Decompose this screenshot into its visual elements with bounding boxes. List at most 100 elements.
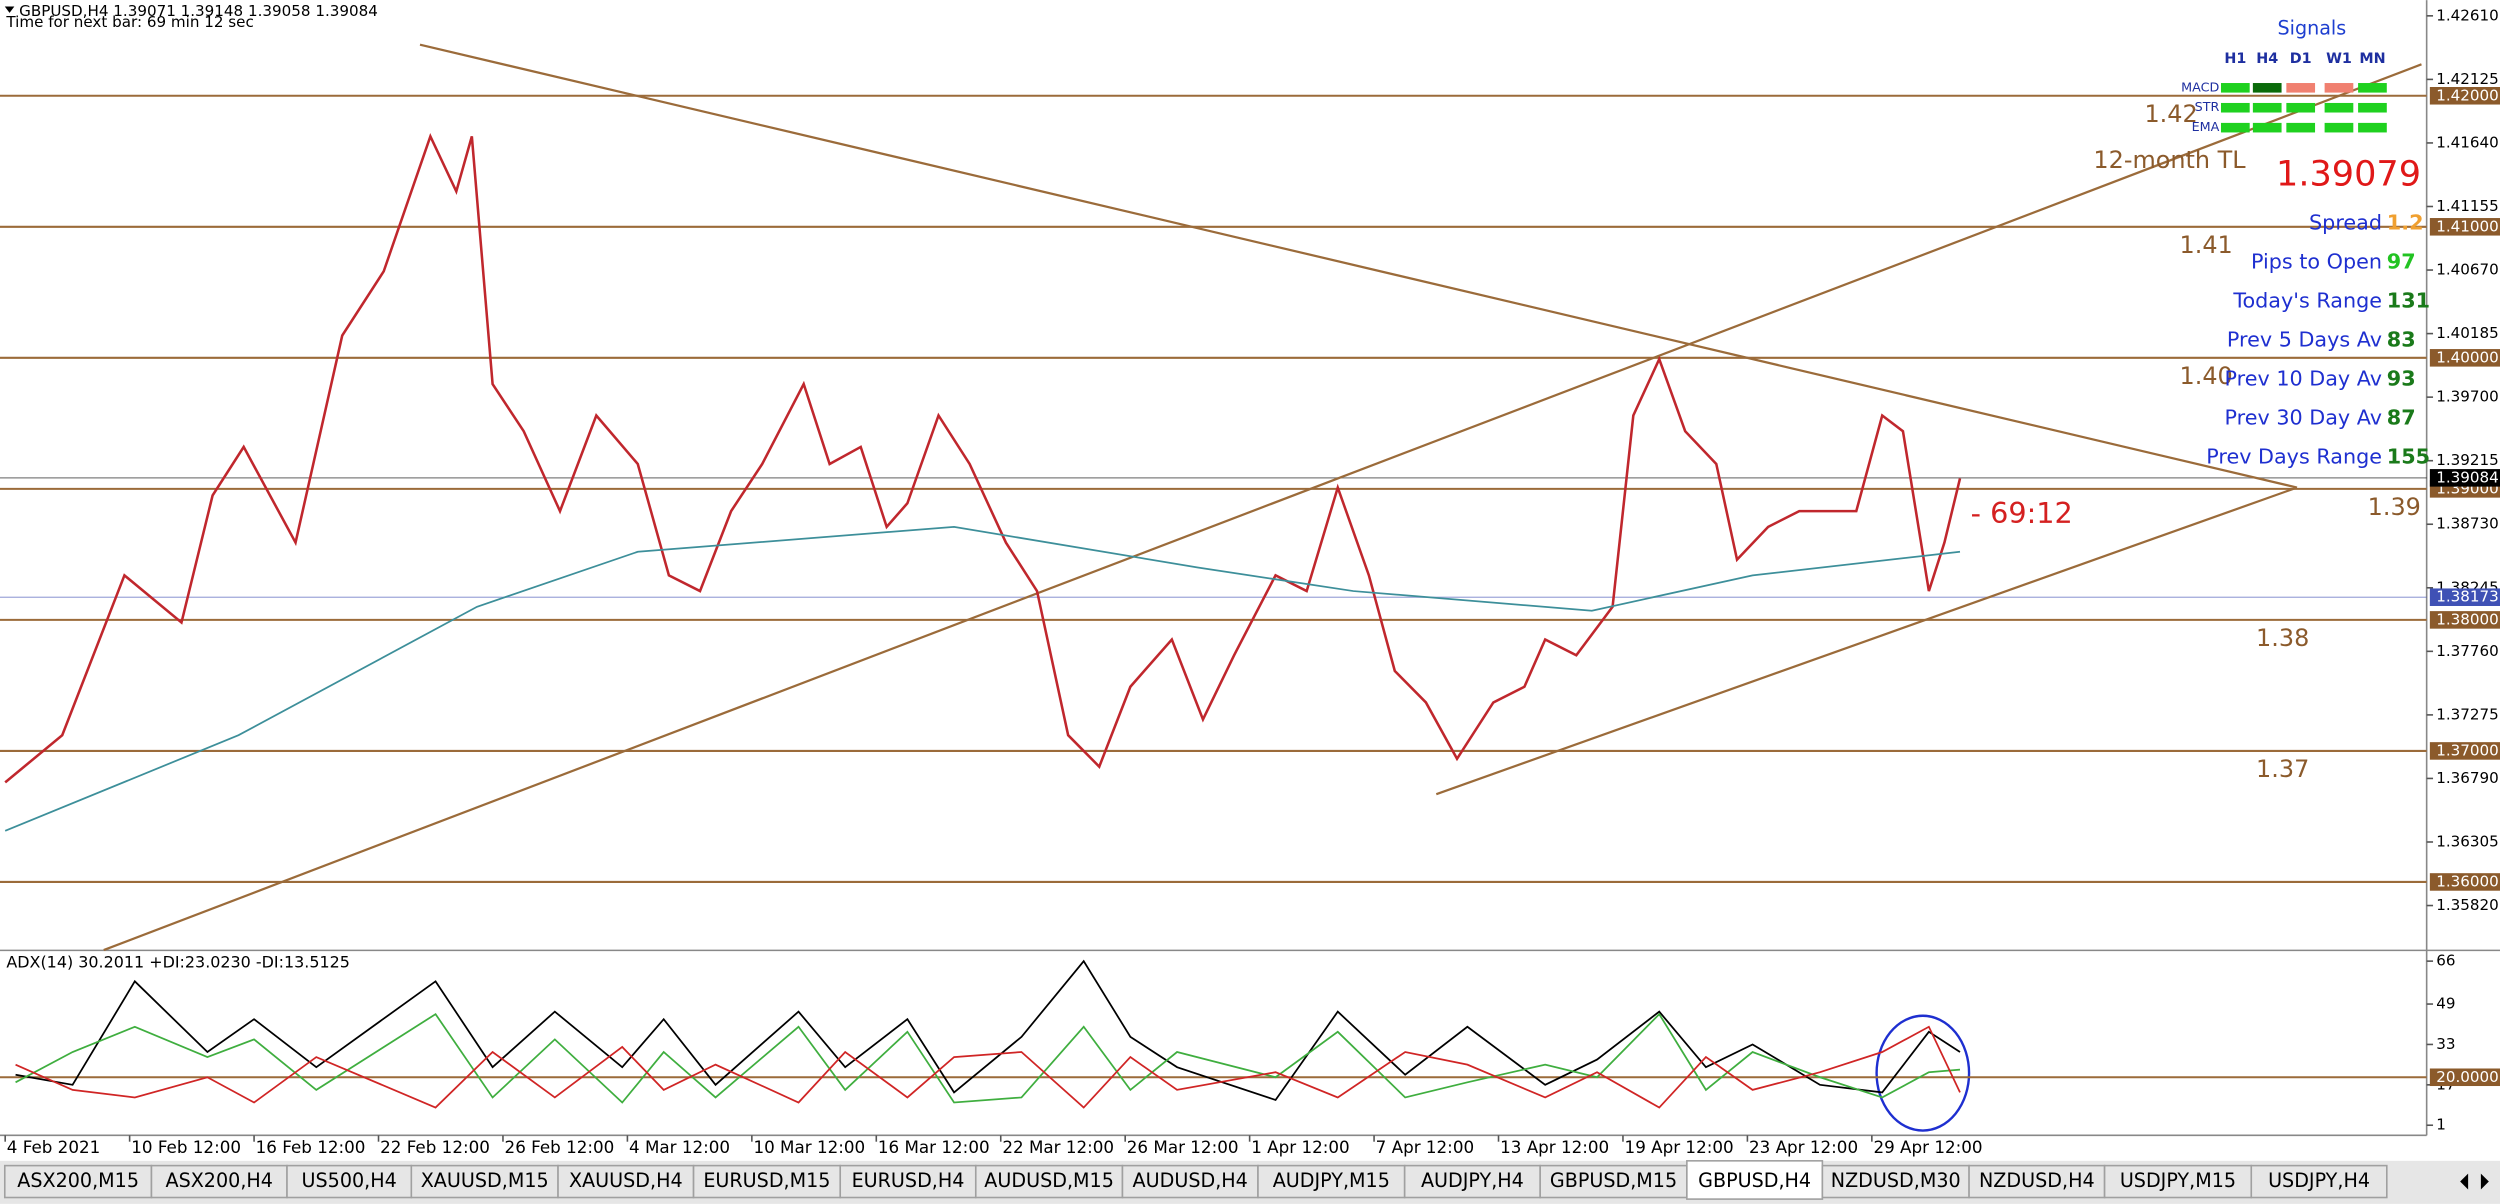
menu-triangle[interactable] [4, 6, 15, 13]
y-tick-label: 1 [2436, 1116, 2446, 1134]
signal-cell [2324, 83, 2354, 93]
x-tick-label: 10 Feb 12:00 [131, 1137, 241, 1157]
stat-value: 1.2 [2387, 210, 2424, 234]
trendline-label: 12-month TL [2093, 146, 2246, 174]
axis-level-label: 20.0000 [2436, 1068, 2499, 1086]
stat-label: Prev Days Range [2206, 445, 2382, 469]
signal-cell [2358, 102, 2387, 113]
tab-label[interactable]: ASX200,H4 [165, 1169, 272, 1192]
level-label: 1.39 [2368, 493, 2421, 521]
tab-label[interactable]: AUDUSD,H4 [1133, 1169, 1248, 1192]
axis-level-label: 1.40000 [2436, 348, 2499, 366]
tab-scroll-left[interactable] [2460, 1173, 2469, 1190]
signal-column: H4 [2256, 51, 2278, 67]
y-tick-label: 1.41155 [2436, 197, 2499, 215]
axis-level-label: 1.41000 [2436, 217, 2499, 235]
tab-label[interactable]: XAUUSD,H4 [569, 1169, 683, 1192]
tab-scroll-right[interactable] [2480, 1173, 2489, 1190]
tab-label[interactable]: USDJPY,M15 [2120, 1169, 2236, 1192]
series-line [15, 959, 1961, 1102]
stat-value: 87 [2387, 406, 2416, 430]
symbol-info: GBPUSD,H4 1.39071 1.39148 1.39058 1.3908… [19, 2, 378, 20]
y-tick-label: 1.42125 [2436, 70, 2499, 88]
x-tick-label: 13 Apr 12:00 [1500, 1137, 1609, 1157]
tab[interactable] [1403, 1164, 1541, 1199]
signal-cell [2358, 122, 2387, 133]
tab[interactable] [1539, 1164, 1688, 1199]
tab-label[interactable]: US500,H4 [302, 1169, 397, 1192]
y-tick-label: 1.38730 [2436, 515, 2499, 533]
stat-value: 83 [2387, 328, 2416, 352]
tab[interactable] [410, 1164, 559, 1199]
signal-cell [2220, 102, 2250, 113]
signal-cell [2252, 102, 2282, 113]
price-box-label: 1.39084 [2436, 468, 2499, 486]
axis-level-box [2429, 611, 2500, 629]
tab[interactable] [150, 1164, 288, 1199]
axis-level-box [2429, 742, 2500, 760]
stat-label: Prev 30 Day Av [2225, 406, 2382, 430]
tab-label[interactable]: GBPUSD,H4 [1698, 1169, 1811, 1192]
tab[interactable] [3, 1164, 153, 1199]
x-tick-label: 23 Apr 12:00 [1749, 1137, 1858, 1157]
tab-label[interactable]: ASX200,M15 [17, 1169, 139, 1192]
tab[interactable] [286, 1164, 413, 1199]
series-line [15, 1012, 1961, 1104]
series-line [15, 1025, 1961, 1109]
axis-level-label: 1.38000 [2436, 610, 2499, 628]
tab[interactable] [2103, 1164, 2253, 1199]
x-tick-label: 29 Apr 12:00 [1873, 1137, 1982, 1157]
y-tick-label: 1.42610 [2436, 6, 2499, 24]
level-label: 1.37 [2256, 755, 2309, 783]
stat-label: Spread [2309, 210, 2382, 234]
signal-row-label: MACD [2181, 80, 2219, 95]
tab-label[interactable]: GBPUSD,M15 [1550, 1169, 1677, 1192]
signal-cell [2324, 102, 2354, 113]
signal-column: W1 [2326, 51, 2352, 67]
y-tick-label: 1.36305 [2436, 832, 2499, 850]
trendline [419, 43, 2298, 489]
current-price: 1.39079 [2276, 154, 2421, 195]
x-tick-label: 10 Mar 12:00 [753, 1137, 865, 1157]
tab[interactable] [1968, 1164, 2106, 1199]
tab-label[interactable]: NZDUSD,H4 [1979, 1169, 2095, 1192]
tab[interactable] [839, 1164, 977, 1199]
signal-cell [2286, 122, 2316, 133]
tab-label[interactable]: AUDJPY,H4 [1421, 1169, 1524, 1192]
x-tick-label: 19 Apr 12:00 [1625, 1137, 1734, 1157]
tab-label[interactable]: AUDUSD,M15 [984, 1169, 1114, 1192]
y-tick-label: 1.35820 [2436, 896, 2499, 914]
countdown-label: - 69:12 [1971, 496, 2073, 530]
tab[interactable] [692, 1164, 842, 1199]
axis-level-label: 1.36000 [2436, 872, 2499, 890]
axis-level-box [2429, 873, 2500, 891]
stat-value: 131 [2387, 288, 2430, 312]
tab-label[interactable]: EURUSD,H4 [852, 1169, 965, 1192]
signals-title: Signals [2278, 16, 2347, 39]
y-tick-label: 1.40670 [2436, 261, 2499, 279]
x-tick-label: 7 Apr 12:00 [1376, 1137, 1474, 1157]
bar-timer: Time for next bar: 69 min 12 sec [5, 13, 253, 31]
tab-label[interactable]: XAUUSD,M15 [421, 1169, 549, 1192]
y-tick-label: 1.37760 [2436, 642, 2499, 660]
tab-label[interactable]: AUDJPY,M15 [1273, 1169, 1390, 1192]
signal-cell [2358, 83, 2387, 93]
stat-value: 155 [2387, 445, 2430, 469]
axis-level-box [2429, 87, 2500, 105]
tab-label[interactable]: NZDUSD,M30 [1831, 1169, 1961, 1192]
tab[interactable] [2250, 1164, 2388, 1199]
signal-column: MN [2359, 51, 2385, 67]
price-box [2429, 469, 2500, 487]
stat-label: Prev 5 Days Av [2227, 328, 2382, 352]
tab-label[interactable]: USDJPY,H4 [2268, 1169, 2370, 1192]
tab[interactable] [1686, 1160, 1824, 1200]
tab-label[interactable]: EURUSD,M15 [703, 1169, 830, 1192]
stat-value: 93 [2387, 367, 2416, 391]
trendline [103, 63, 2422, 952]
x-tick-label: 4 Feb 2021 [7, 1137, 101, 1157]
tab[interactable] [1257, 1164, 1406, 1199]
price-box [2429, 588, 2500, 606]
signal-column: H1 [2224, 51, 2246, 67]
